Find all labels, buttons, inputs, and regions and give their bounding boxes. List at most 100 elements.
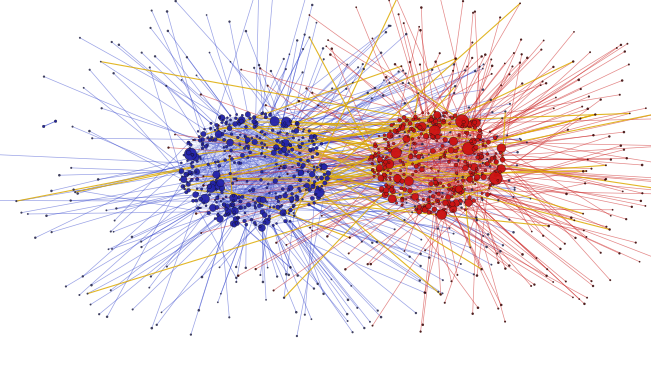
Point (214, 163, 225, 169)
Point (378, 177, 388, 183)
Point (210, 197, 220, 203)
Point (184, 170, 195, 176)
Point (578, 211, 589, 217)
Point (399, 171, 409, 178)
Point (197, 186, 207, 192)
Point (413, 197, 423, 203)
Point (245, 115, 255, 121)
Point (453, 179, 464, 185)
Point (473, 154, 483, 160)
Point (460, 197, 471, 203)
Point (367, 157, 378, 163)
Point (426, 210, 436, 216)
Point (404, 254, 415, 260)
Point (357, 239, 367, 245)
Point (296, 170, 306, 176)
Point (493, 306, 503, 312)
Point (236, 118, 247, 124)
Point (430, 59, 441, 65)
Point (393, 173, 403, 179)
Point (397, 202, 408, 208)
Point (93, 176, 104, 182)
Point (221, 144, 232, 150)
Point (288, 204, 298, 210)
Point (298, 196, 308, 202)
Point (621, 216, 631, 222)
Point (468, 10, 478, 16)
Point (542, 266, 553, 272)
Point (183, 181, 193, 187)
Point (477, 170, 488, 176)
Point (197, 136, 208, 142)
Point (398, 80, 408, 86)
Point (508, 50, 519, 56)
Point (384, 23, 395, 29)
Point (444, 158, 454, 165)
Point (367, 160, 378, 166)
Point (184, 140, 194, 146)
Point (281, 190, 291, 196)
Point (186, 161, 197, 167)
Point (163, 28, 173, 34)
Point (381, 191, 392, 197)
Point (186, 151, 196, 157)
Point (515, 0, 525, 6)
Point (469, 8, 480, 14)
Point (575, 115, 585, 122)
Point (271, 221, 282, 227)
Point (587, 166, 597, 172)
Point (378, 167, 389, 173)
Point (0, 197, 2, 203)
Point (475, 163, 485, 169)
Point (409, 153, 420, 159)
Point (190, 192, 201, 198)
Point (256, 177, 266, 183)
Point (367, 96, 377, 102)
Point (297, 141, 307, 147)
Point (537, 78, 547, 85)
Point (437, 194, 447, 200)
Point (485, 191, 495, 197)
Point (85, 301, 96, 307)
Point (41, 213, 51, 219)
Point (265, 204, 275, 210)
Point (214, 264, 225, 271)
Point (271, 240, 281, 246)
Point (198, 182, 208, 189)
Point (288, 135, 299, 141)
Point (307, 171, 317, 178)
Point (303, 169, 313, 175)
Point (478, 174, 489, 180)
Point (240, 145, 250, 151)
Point (38, 123, 49, 130)
Point (504, 178, 514, 184)
Point (460, 165, 471, 171)
Point (243, 143, 253, 149)
Point (223, 211, 233, 218)
Point (215, 291, 226, 297)
Point (372, 307, 383, 314)
Point (471, 120, 481, 126)
Point (109, 218, 120, 224)
Point (383, 168, 393, 174)
Point (468, 138, 478, 144)
Point (82, 291, 92, 297)
Point (419, 127, 429, 133)
Point (510, 185, 520, 191)
Point (292, 333, 302, 339)
Point (262, 83, 273, 89)
Point (312, 184, 323, 190)
Point (478, 143, 488, 149)
Point (255, 65, 266, 71)
Point (245, 188, 255, 194)
Point (187, 152, 198, 158)
Point (469, 136, 480, 142)
Point (342, 318, 353, 324)
Point (214, 168, 224, 174)
Point (176, 77, 187, 83)
Point (195, 205, 206, 211)
Point (450, 83, 460, 89)
Point (551, 94, 561, 101)
Point (393, 69, 404, 75)
Point (471, 165, 482, 171)
